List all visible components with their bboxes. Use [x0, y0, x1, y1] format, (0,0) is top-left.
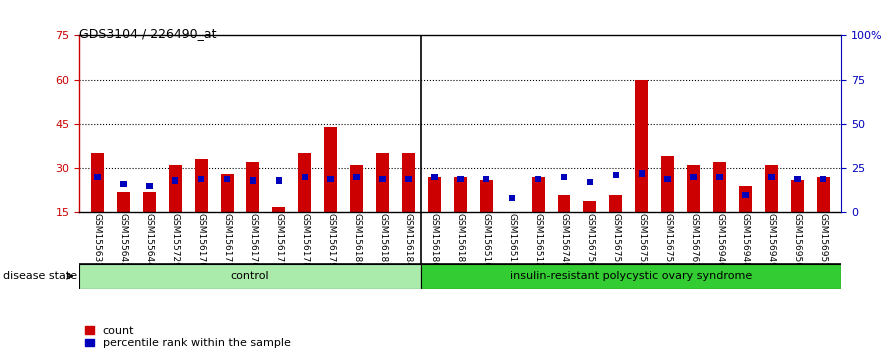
- Text: GSM156950: GSM156950: [793, 213, 802, 268]
- Bar: [739, 186, 751, 212]
- Bar: [612, 172, 619, 178]
- Bar: [380, 176, 386, 182]
- Bar: [249, 177, 256, 184]
- Bar: [301, 174, 308, 180]
- Bar: [79, 264, 421, 289]
- Bar: [276, 177, 282, 184]
- Text: GSM156186: GSM156186: [430, 213, 439, 268]
- Bar: [820, 176, 826, 182]
- Bar: [428, 177, 440, 212]
- Bar: [531, 177, 544, 212]
- Text: control: control: [231, 271, 270, 281]
- Bar: [791, 180, 803, 212]
- Bar: [662, 156, 674, 212]
- Bar: [431, 174, 438, 180]
- Bar: [402, 153, 415, 212]
- Bar: [558, 195, 571, 212]
- Bar: [328, 176, 334, 182]
- Text: GSM156179: GSM156179: [326, 213, 335, 268]
- Bar: [91, 153, 104, 212]
- Text: GDS3104 / 226490_at: GDS3104 / 226490_at: [79, 27, 217, 40]
- Text: GSM156949: GSM156949: [766, 213, 776, 268]
- Text: GSM156948: GSM156948: [741, 213, 750, 268]
- Bar: [457, 176, 463, 182]
- Bar: [635, 80, 648, 212]
- Bar: [198, 176, 204, 182]
- Bar: [817, 177, 830, 212]
- Bar: [405, 176, 411, 182]
- Text: GSM155631: GSM155631: [93, 213, 102, 268]
- Text: GSM156752: GSM156752: [637, 213, 647, 268]
- Text: GSM156187: GSM156187: [455, 213, 465, 268]
- Bar: [509, 195, 515, 201]
- Bar: [195, 159, 208, 212]
- Bar: [713, 162, 726, 212]
- Bar: [94, 174, 100, 180]
- Text: GSM156751: GSM156751: [611, 213, 620, 268]
- Bar: [172, 177, 179, 184]
- Bar: [639, 170, 645, 177]
- Text: GSM156181: GSM156181: [378, 213, 387, 268]
- Bar: [376, 153, 389, 212]
- Bar: [350, 165, 363, 212]
- Bar: [610, 195, 622, 212]
- Text: GSM155643: GSM155643: [119, 213, 128, 268]
- Bar: [765, 165, 778, 212]
- Bar: [480, 180, 492, 212]
- Bar: [483, 176, 490, 182]
- Text: GSM155729: GSM155729: [171, 213, 180, 268]
- Bar: [794, 176, 801, 182]
- Text: GSM156176: GSM156176: [248, 213, 257, 268]
- Bar: [272, 206, 285, 212]
- Bar: [421, 264, 841, 289]
- Text: GSM156184: GSM156184: [404, 213, 413, 268]
- Bar: [220, 174, 233, 212]
- Text: GSM156749: GSM156749: [559, 213, 568, 268]
- Bar: [324, 127, 337, 212]
- Bar: [664, 176, 671, 182]
- Text: disease state: disease state: [3, 271, 77, 281]
- Text: GSM156511: GSM156511: [507, 213, 516, 268]
- Bar: [506, 212, 519, 218]
- Bar: [353, 174, 359, 180]
- Bar: [687, 165, 700, 212]
- Bar: [247, 162, 259, 212]
- Bar: [768, 174, 774, 180]
- Text: GSM156180: GSM156180: [352, 213, 361, 268]
- Text: GSM156946: GSM156946: [715, 213, 724, 268]
- Text: GSM156763: GSM156763: [689, 213, 698, 268]
- Bar: [716, 174, 722, 180]
- Text: GSM156510: GSM156510: [482, 213, 491, 268]
- Text: GSM156512: GSM156512: [534, 213, 543, 268]
- Bar: [169, 165, 181, 212]
- Bar: [587, 179, 593, 185]
- Bar: [299, 153, 311, 212]
- Bar: [561, 174, 567, 180]
- Text: GSM156178: GSM156178: [300, 213, 309, 268]
- Text: GSM156951: GSM156951: [818, 213, 828, 268]
- Bar: [224, 176, 230, 182]
- Text: GSM156177: GSM156177: [274, 213, 284, 268]
- Text: insulin-resistant polycystic ovary syndrome: insulin-resistant polycystic ovary syndr…: [510, 271, 752, 281]
- Bar: [143, 192, 156, 212]
- Text: GSM156171: GSM156171: [223, 213, 232, 268]
- Text: GSM156750: GSM156750: [586, 213, 595, 268]
- Bar: [742, 192, 749, 198]
- Bar: [583, 201, 596, 212]
- Text: GSM155644: GSM155644: [144, 213, 154, 268]
- Bar: [120, 181, 127, 187]
- Bar: [146, 183, 152, 189]
- Bar: [117, 192, 130, 212]
- Legend: count, percentile rank within the sample: count, percentile rank within the sample: [85, 326, 291, 348]
- Text: GSM156753: GSM156753: [663, 213, 672, 268]
- Bar: [454, 177, 467, 212]
- Bar: [691, 174, 697, 180]
- Bar: [535, 176, 541, 182]
- Text: GSM156170: GSM156170: [196, 213, 205, 268]
